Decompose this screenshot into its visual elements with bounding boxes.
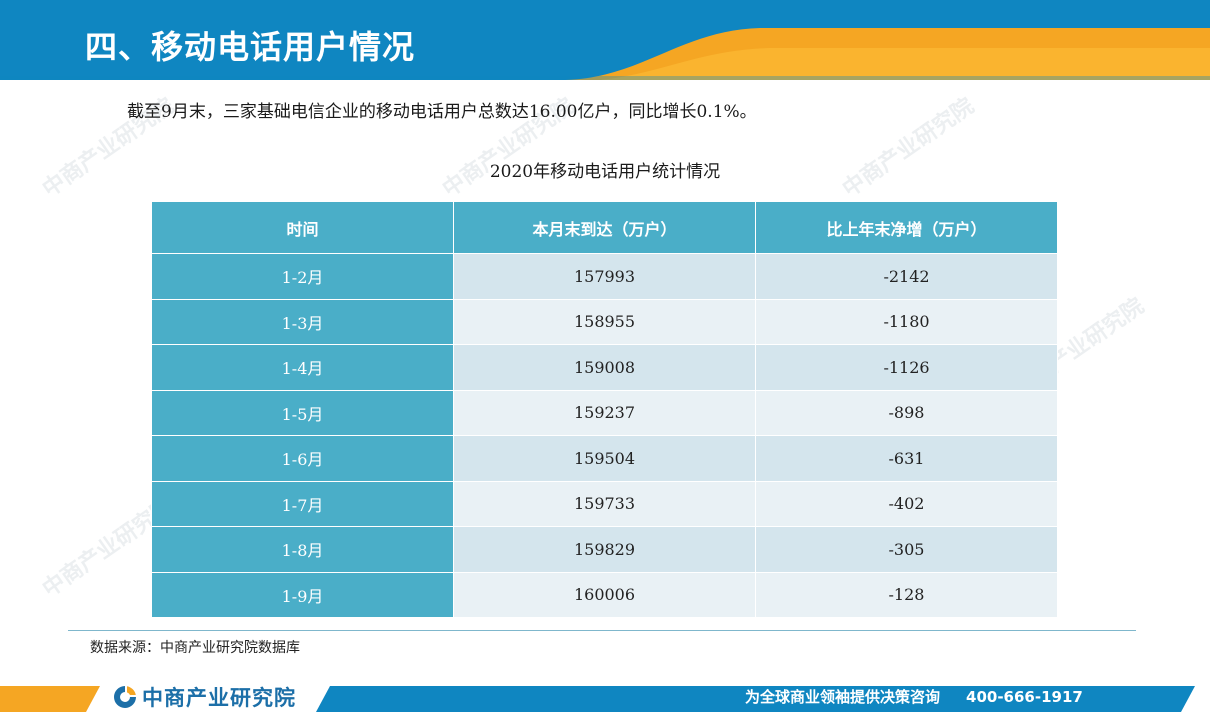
- cell-time: 1-6月: [151, 435, 454, 482]
- cell-time: 1-2月: [151, 253, 454, 300]
- cell-total: 159504: [453, 435, 756, 482]
- cell-time: 1-5月: [151, 389, 454, 436]
- cell-increase: -1180: [755, 298, 1058, 345]
- source-divider: [68, 630, 1136, 631]
- footer-phone: 400-666-1917: [966, 688, 1083, 706]
- column-header-total: 本月末到达（万户）: [453, 201, 756, 254]
- cell-increase: -2142: [755, 253, 1058, 300]
- table-row: 1-5月 159237 -898: [151, 389, 1058, 436]
- cell-total: 157993: [453, 253, 756, 300]
- footer-band-graphic: [0, 686, 1195, 712]
- table-title: 2020年移动电话用户统计情况: [489, 162, 721, 182]
- footer-slogan-line: 为全球商业领袖提供决策咨询 400-666-1917: [745, 686, 1083, 707]
- table-row: 1-7月 159733 -402: [151, 480, 1058, 527]
- table-row: 1-3月 158955 -1180: [151, 298, 1058, 345]
- cell-total: 159237: [453, 389, 756, 436]
- footer-logo: 中商产业研究院: [112, 684, 296, 710]
- table-row: 1-8月 159829 -305: [151, 526, 1058, 573]
- table-row: 1-4月 159008 -1126: [151, 344, 1058, 391]
- cell-increase: -305: [755, 526, 1058, 573]
- cell-time: 1-7月: [151, 480, 454, 527]
- askci-logo-icon: [114, 686, 136, 708]
- table-row: 1-9月 160006 -128: [151, 571, 1058, 618]
- cell-time: 1-3月: [151, 298, 454, 345]
- cell-total: 160006: [453, 571, 756, 618]
- cell-time: 1-9月: [151, 571, 454, 618]
- column-header-time: 时间: [151, 201, 454, 254]
- page-footer: [0, 678, 1210, 716]
- table-row: 1-2月 157993 -2142: [151, 253, 1058, 300]
- logo-text: 中商产业研究院: [142, 686, 296, 710]
- cell-total: 159829: [453, 526, 756, 573]
- watermark: 中商产业研究院: [838, 93, 979, 203]
- cell-time: 1-4月: [151, 344, 454, 391]
- cell-increase: -631: [755, 435, 1058, 482]
- cell-increase: -128: [755, 571, 1058, 618]
- stats-table: 时间 本月末到达（万户） 比上年末净增（万户） 1-2月 157993 -214…: [151, 201, 1058, 618]
- cell-total: 159733: [453, 480, 756, 527]
- page-header: 四、移动电话用户情况: [0, 0, 1210, 80]
- cell-total: 159008: [453, 344, 756, 391]
- cell-time: 1-8月: [151, 526, 454, 573]
- column-header-increase: 比上年末净增（万户）: [755, 201, 1058, 254]
- table-header-row: 时间 本月末到达（万户） 比上年末净增（万户）: [151, 201, 1058, 254]
- page-title: 四、移动电话用户情况: [85, 28, 416, 66]
- cell-increase: -898: [755, 389, 1058, 436]
- footer-slogan: 为全球商业领袖提供决策咨询: [745, 688, 941, 706]
- intro-text: 截至9月末，三家基础电信企业的移动电话用户总数达16.00亿户，同比增长0.1%…: [127, 102, 757, 122]
- header-banner-graphic: [0, 0, 1210, 80]
- data-source-note: 数据来源：中商产业研究院数据库: [90, 640, 300, 656]
- table-row: 1-6月 159504 -631: [151, 435, 1058, 482]
- cell-increase: -402: [755, 480, 1058, 527]
- cell-total: 158955: [453, 298, 756, 345]
- cell-increase: -1126: [755, 344, 1058, 391]
